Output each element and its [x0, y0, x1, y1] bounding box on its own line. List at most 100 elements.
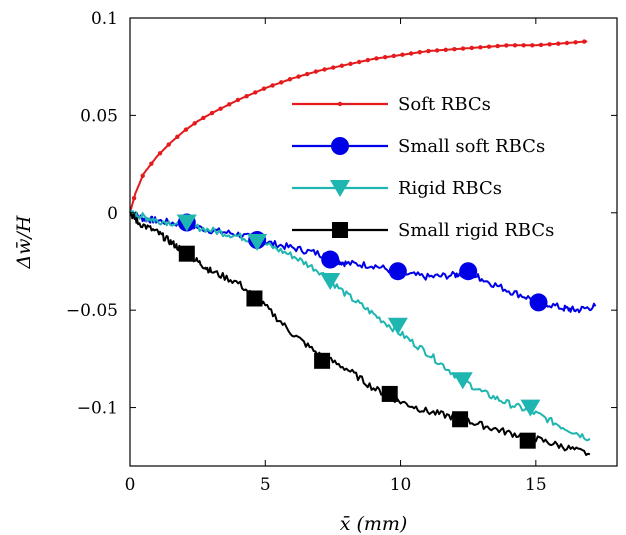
series-point-soft-rbcs — [192, 121, 197, 126]
y-tick-label: 0.1 — [91, 9, 118, 29]
series-point-soft-rbcs — [556, 41, 561, 46]
series-point-soft-rbcs — [261, 86, 267, 91]
series-point-soft-rbcs — [547, 42, 552, 47]
series-point-soft-rbcs — [504, 43, 509, 48]
legend-item-small-rigid-rbcs: Small rigid RBCs — [292, 220, 554, 241]
series-point-soft-rbcs — [149, 161, 154, 166]
series-point-soft-rbcs — [244, 93, 249, 99]
axis-ticks: 0 5 10 15 0.1 0.05 0 −0.05 −0.1 — [66, 9, 617, 495]
series-point-soft-rbcs — [564, 40, 570, 46]
series-point-soft-rbcs — [322, 67, 327, 72]
series-point-soft-rbcs — [287, 77, 293, 82]
series-point-soft-rbcs — [374, 56, 379, 61]
legend-swatch-marker — [330, 180, 350, 197]
y-axis-label: Δw̄/H — [13, 215, 35, 269]
x-tick-label: 10 — [390, 475, 412, 495]
series-marker-small-rigid-rbcs — [246, 290, 263, 307]
series-point-soft-rbcs — [253, 90, 258, 95]
legend-swatch-marker — [332, 222, 348, 238]
x-tick-label: 15 — [525, 475, 547, 495]
series-point-soft-rbcs — [356, 59, 362, 65]
series-point-soft-rbcs — [235, 97, 241, 103]
legend-label: Small soft RBCs — [398, 136, 545, 157]
legend-item-small-soft-rbcs: Small soft RBCs — [292, 136, 545, 157]
legend-swatch-marker — [337, 101, 343, 107]
series-point-soft-rbcs — [296, 74, 301, 79]
series-point-soft-rbcs — [573, 40, 578, 45]
series-point-soft-rbcs — [582, 39, 587, 44]
series-line-small-soft-rbcs — [130, 211, 597, 314]
series-point-soft-rbcs — [530, 43, 535, 48]
series-point-soft-rbcs — [209, 110, 215, 116]
series-point-soft-rbcs — [305, 71, 310, 77]
series-point-soft-rbcs — [443, 47, 448, 53]
series-point-soft-rbcs — [131, 195, 137, 201]
series-point-soft-rbcs — [365, 57, 371, 63]
series-point-soft-rbcs — [521, 43, 526, 48]
series-line-rigid-rbcs — [129, 209, 591, 442]
series-point-soft-rbcs — [460, 46, 466, 51]
series-point-soft-rbcs — [400, 52, 405, 57]
series-point-soft-rbcs — [382, 55, 388, 60]
series-point-soft-rbcs — [140, 173, 145, 178]
series-marker-rigid-rbcs — [387, 317, 408, 335]
series-point-soft-rbcs — [201, 115, 206, 121]
series-point-soft-rbcs — [469, 45, 474, 51]
series-point-soft-rbcs — [183, 127, 189, 132]
series-marker-small-rigid-rbcs — [519, 432, 536, 449]
series-marker-rigid-rbcs — [520, 399, 541, 417]
plot-frame — [129, 17, 618, 467]
legend-item-rigid-rbcs: Rigid RBCs — [292, 178, 502, 199]
series-marker-rigid-rbcs — [320, 272, 341, 290]
series-marker-small-soft-rbcs — [459, 262, 478, 281]
legend-label: Rigid RBCs — [398, 178, 502, 199]
series-point-soft-rbcs — [348, 61, 353, 67]
y-tick-label: 0 — [107, 204, 118, 224]
series-point-soft-rbcs — [434, 48, 440, 53]
series-marker-small-soft-rbcs — [529, 293, 548, 312]
series-point-soft-rbcs — [408, 51, 414, 56]
legend-swatch-marker — [331, 137, 349, 155]
series-point-soft-rbcs — [279, 80, 284, 85]
plot-markers — [131, 39, 587, 449]
x-tick-label: 0 — [125, 475, 136, 495]
y-tick-label: 0.05 — [80, 106, 118, 126]
series-point-soft-rbcs — [478, 45, 483, 50]
legend-label: Small rigid RBCs — [398, 220, 554, 241]
series-marker-rigid-rbcs — [176, 214, 197, 232]
series-point-soft-rbcs — [452, 46, 457, 52]
series-point-soft-rbcs — [512, 43, 518, 48]
series-point-soft-rbcs — [166, 142, 171, 147]
series-point-soft-rbcs — [330, 65, 336, 70]
series-point-soft-rbcs — [218, 106, 223, 111]
series-marker-small-soft-rbcs — [388, 262, 407, 281]
series-point-soft-rbcs — [313, 69, 319, 74]
series-point-soft-rbcs — [538, 42, 544, 48]
series-point-soft-rbcs — [175, 134, 180, 140]
series-point-soft-rbcs — [157, 151, 163, 156]
series-point-soft-rbcs — [391, 53, 396, 59]
legend: Soft RBCs Small soft RBCs Rigid RBCs Small … — [292, 94, 554, 241]
series-point-soft-rbcs — [495, 43, 500, 49]
y-tick-label: −0.1 — [77, 399, 118, 419]
x-tick-label: 5 — [260, 475, 271, 495]
series-marker-small-rigid-rbcs — [452, 411, 469, 428]
series-point-soft-rbcs — [486, 44, 492, 49]
series-marker-rigid-rbcs — [247, 234, 268, 251]
series-marker-rigid-rbcs — [452, 372, 473, 390]
series-point-soft-rbcs — [339, 63, 345, 68]
series-marker-small-soft-rbcs — [321, 250, 340, 269]
legend-item-soft-rbcs: Soft RBCs — [292, 94, 491, 115]
y-tick-label: −0.05 — [66, 301, 118, 321]
x-axis-label: x̄ (mm) — [340, 513, 408, 535]
series-marker-small-rigid-rbcs — [381, 385, 398, 402]
series-point-soft-rbcs — [227, 102, 232, 107]
series-point-soft-rbcs — [417, 50, 422, 55]
series-line-small-rigid-rbcs — [129, 211, 591, 456]
series-marker-small-rigid-rbcs — [178, 245, 195, 262]
series-marker-small-rigid-rbcs — [314, 352, 331, 369]
series-point-soft-rbcs — [426, 48, 431, 54]
series-point-soft-rbcs — [270, 83, 275, 88]
legend-label: Soft RBCs — [398, 94, 491, 115]
